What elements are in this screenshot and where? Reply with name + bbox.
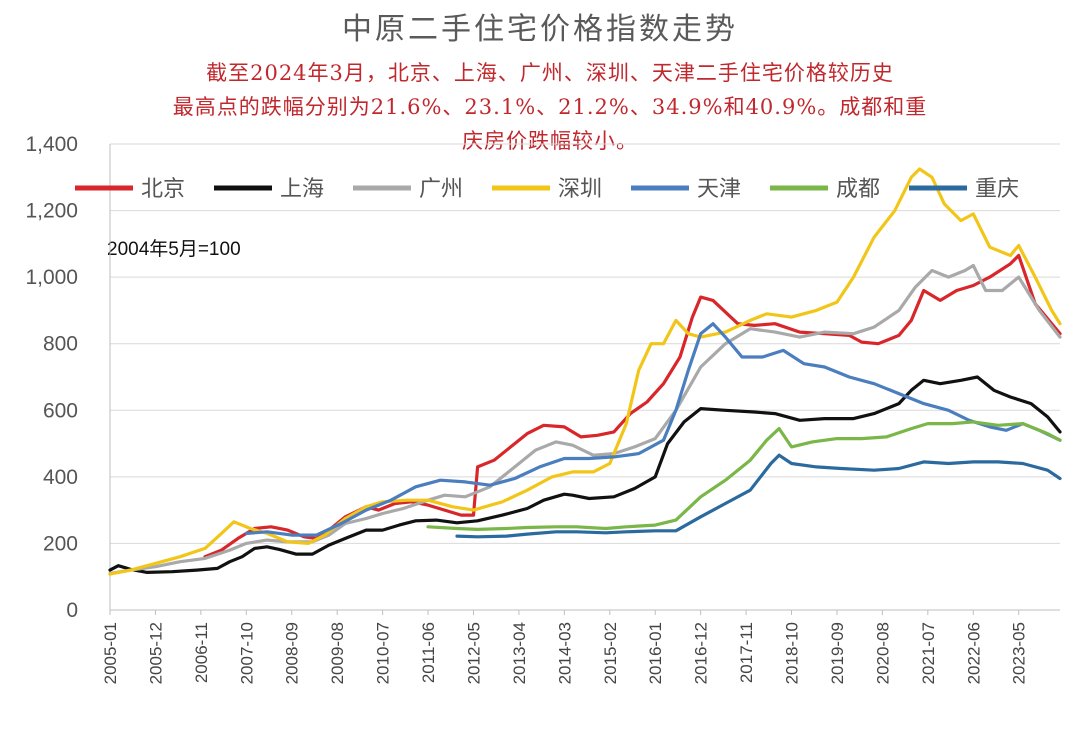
x-tick-label: 2011-06 xyxy=(419,622,438,683)
x-tick-label: 2023-05 xyxy=(1010,622,1029,684)
x-tick-label: 2013-04 xyxy=(510,622,529,684)
x-tick-label: 2008-09 xyxy=(283,622,302,684)
legend-label-北京: 北京 xyxy=(141,177,185,202)
x-tick-label: 2015-02 xyxy=(601,622,620,684)
x-tick-label: 2022-06 xyxy=(964,622,983,684)
base-note: 2004年5月=100 xyxy=(107,239,241,260)
y-tick-label: 600 xyxy=(43,399,78,422)
series-line-深圳 xyxy=(108,167,1062,576)
x-tick-label: 2010-07 xyxy=(374,622,393,684)
chart-subtitle-line-3: 庆房价跌幅较小。 xyxy=(462,129,638,153)
legend-label-上海: 上海 xyxy=(280,177,324,202)
x-tick-label: 2006-11 xyxy=(192,622,211,683)
legend-label-广州: 广州 xyxy=(419,177,463,202)
x-tick-label: 2005-01 xyxy=(101,622,120,684)
y-tick-label: 800 xyxy=(43,333,78,356)
x-tick-label: 2020-08 xyxy=(873,622,892,684)
legend-label-深圳: 深圳 xyxy=(558,177,602,202)
x-tick-label: 2014-03 xyxy=(555,622,574,684)
y-tick-label: 1,400 xyxy=(25,133,78,156)
series-line-上海 xyxy=(108,375,1062,574)
y-tick-label: 1,200 xyxy=(25,200,78,223)
x-tick-label: 2005-12 xyxy=(146,622,165,684)
chart-subtitle-line-2: 最高点的跌幅分别为21.6%、23.1%、21.2%、34.9%和40.9%。成… xyxy=(172,95,928,119)
x-tick-label: 2016-01 xyxy=(646,622,665,684)
series-line-成都 xyxy=(426,420,1062,531)
x-tick-label: 2009-08 xyxy=(328,622,347,684)
series-line-重庆 xyxy=(455,453,1062,539)
x-tick-label: 2018-10 xyxy=(783,622,802,684)
x-tick-label: 2007-10 xyxy=(237,622,256,684)
series-line-广州 xyxy=(108,263,1062,575)
x-tick-label: 2019-09 xyxy=(828,622,847,684)
x-tick-label: 2016-12 xyxy=(692,622,711,684)
chart-subtitle-line-1: 截至2024年3月，北京、上海、广州、深圳、天津二手住宅价格较历史 xyxy=(206,61,894,85)
x-tick-label: 2021-07 xyxy=(919,622,938,684)
x-tick-label: 2017-11 xyxy=(737,622,756,683)
x-tick-label: 2012-05 xyxy=(464,622,483,684)
y-tick-label: 200 xyxy=(43,532,78,555)
legend-label-天津: 天津 xyxy=(697,177,741,202)
legend-label-重庆: 重庆 xyxy=(975,177,1019,202)
series-line-天津 xyxy=(244,322,1062,537)
y-tick-label: 0 xyxy=(66,599,78,622)
legend-label-成都: 成都 xyxy=(836,177,880,202)
y-tick-label: 1,000 xyxy=(25,266,78,289)
y-tick-label: 400 xyxy=(43,466,78,489)
chart-title: 中原二手住宅价格指数走势 xyxy=(342,12,738,47)
